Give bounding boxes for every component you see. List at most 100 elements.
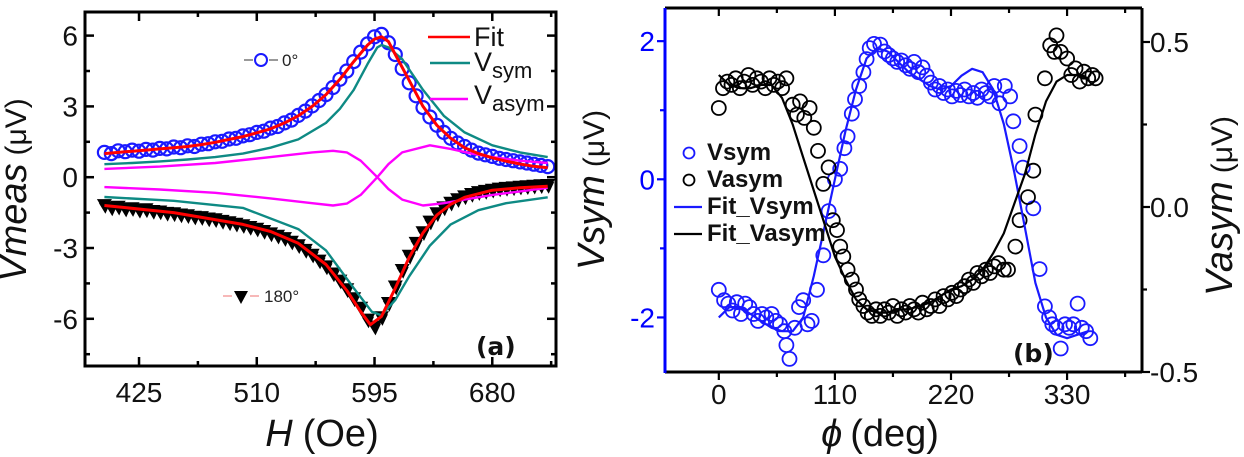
panel-b-xlabel-unit: (deg) [850,413,939,455]
y-right-tick-label: -0.5 [1150,357,1198,388]
legend-label-vasym: Vasym [474,80,545,116]
annotation-180deg: 180° [223,287,299,306]
legend-entry-fit-vasym: Fit_Vasym [674,220,826,247]
panel-b-ylabel-right-unit: (μV) [1206,116,1239,173]
legend-vsym-base: V [474,47,492,77]
panel-a-xlabel-unit: (Oe) [303,413,379,455]
data-point-vsym [1005,113,1022,130]
data-point-vsym [836,140,853,157]
data-point-vsym [1061,319,1078,336]
data-point-0deg [463,142,480,158]
data-point-vsym [1069,295,1086,312]
data-point-vsym [795,292,812,309]
line-fit-vasym [718,73,1089,314]
data-point-vsym [839,128,856,145]
panel-a-ticks: 425 510 595 680 6 3 0 -3 -6 [53,12,556,408]
x-tick-label: 220 [928,379,975,410]
x-tick-label: 425 [116,377,163,408]
data-point-vasym [801,100,818,116]
y-tick-label: -3 [53,233,78,264]
data-point-vsym [781,350,798,367]
line-vsym-0deg [104,43,548,166]
y-left-tick-label: -2 [630,302,655,333]
data-point-vsym [965,85,982,101]
series-fit-0deg [104,35,548,170]
data-point-vsym [815,247,832,264]
data-point-0deg [263,120,279,136]
data-point-vasym [1084,67,1101,83]
data-point-vsym [1052,340,1069,357]
legend-label-vasym-b: Vasym [707,166,783,193]
data-point-vsym [1065,316,1082,333]
panel-b-ylabel-right-symbol: Vasym [1199,181,1241,296]
data-point-vasym [848,281,864,298]
legend-label-vsym: Vsym [474,47,532,83]
data-point-vasym [835,248,852,265]
legend-entry-vsym: Vsym [430,47,532,83]
line-fit-0deg [104,35,548,170]
y-tick-label: -6 [53,304,78,335]
legend-label-fit: Fit [474,22,504,52]
data-point-vsym [767,312,784,329]
data-point-vsym [1011,138,1028,155]
data-point-vsym [1082,330,1099,347]
data-point-vsym [1002,88,1018,105]
data-point-vsym [961,88,977,105]
x-tick-label: 680 [469,377,516,408]
data-point-vsym [832,160,849,177]
x-tick-label: 510 [233,377,280,408]
data-point-vsym [914,59,931,76]
data-point-vasym [820,159,837,176]
legend-entry-fit: Fit [428,22,504,52]
data-point-vasym [1000,261,1016,278]
data-point-vsym [803,312,820,329]
panel-a-plot-area [96,26,556,336]
legend-label-fit-vasym: Fit_Vasym [707,220,826,247]
panel-a-ylabel: Vmeas (μV) [0,98,35,282]
panel-b-ylabel-left-symbol: Vsym [571,175,613,270]
data-point-0deg [276,115,293,131]
data-point-0deg [380,35,396,51]
panel-b-ylabel-left: Vsym (μV) [571,110,613,270]
panel-b: 0 110 220 330 2 0 -2 0.5 0.0 -0.5 Vsym (μV) Vasym (… [571,6,1241,455]
data-point-vasym [1020,189,1036,206]
panel-a-xlabel: H (Oe) [265,413,378,455]
data-point-vasym [969,265,986,281]
line-fit-180deg [104,184,548,327]
panel-a-ylabel-sub: meas [0,164,35,257]
legend-entry-vasym: Vasym [430,80,545,116]
series-fit-vsym [718,46,1089,340]
data-point-vsym [885,50,901,67]
legend-vsym-sub: sym [492,58,532,83]
panel-b-legend: Vsym Vasym Fit_Vsym Fit_Vasym [674,139,826,247]
data-point-0deg [401,75,417,91]
series-fit-180deg [104,184,548,327]
data-point-vasym [876,301,893,318]
legend-label-fit-vsym: Fit_Vsym [707,193,814,220]
data-point-vsym [799,316,816,333]
data-point-vasym [1037,70,1053,87]
legend-vasym-sub: asym [492,91,545,116]
data-point-vasym [805,119,822,136]
series-180deg-data [96,179,556,336]
data-point-0deg [408,88,424,104]
data-point-vsym [858,51,875,67]
panel-b-ticks: 0 110 220 330 2 0 -2 0.5 0.0 -0.5 [630,8,1198,410]
x-tick-label: 0 [711,379,727,410]
data-point-180deg [369,323,381,336]
y-right-tick-label: 0.5 [1150,27,1189,58]
legend-entry-vasym-b: Vasym [682,166,783,193]
data-point-vasym [810,142,826,159]
data-point-180deg [417,229,430,241]
data-point-vasym [719,73,736,90]
annotation-0deg-circle-marker [254,53,268,67]
data-point-vsym [1044,316,1061,333]
data-point-vasym [796,110,813,126]
data-point-vsym [897,57,914,74]
data-point-0deg [242,127,258,143]
data-point-vasym [710,100,727,116]
data-point-vasym [1046,44,1063,60]
panel-b-ylabel-left-unit: (μV) [578,110,611,167]
y-tick-label: 3 [62,91,78,122]
